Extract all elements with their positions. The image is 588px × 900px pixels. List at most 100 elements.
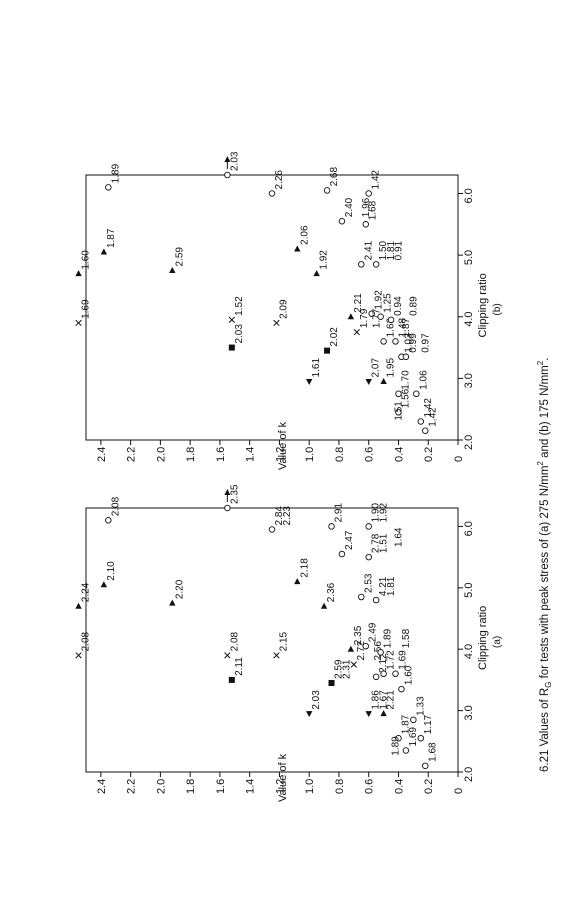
caption-end: . <box>539 358 551 361</box>
point-label: 0.99 <box>408 333 419 353</box>
point-circle <box>380 670 387 678</box>
plot-frame <box>85 174 459 441</box>
point-label: 2.15 <box>278 631 289 651</box>
point-label: 2.10 <box>106 561 117 581</box>
figure-caption: 6.21 Values of RG for tests with peak st… <box>536 358 553 772</box>
point-label: 1.72 <box>386 650 397 670</box>
point-label: 1.58 <box>401 628 412 648</box>
point-label: 1.92 <box>379 503 390 523</box>
point-cross <box>273 319 280 327</box>
point-circle <box>377 313 384 320</box>
point-label: 2.18 <box>299 558 310 578</box>
point-circle <box>323 187 331 194</box>
point-label: 1.33 <box>415 696 426 716</box>
point-label: 1.42 <box>371 170 382 190</box>
point-circle <box>392 670 399 678</box>
point-label: 1.60 <box>81 250 92 270</box>
point-label: 2.03 <box>311 690 322 710</box>
point-circle <box>358 261 365 268</box>
point-label: 1.89 <box>391 736 402 756</box>
point-circle <box>365 553 372 561</box>
ratio-axis-label: Clipping ratio <box>477 606 489 670</box>
point-label: 1.86 <box>371 690 382 710</box>
point-cross <box>273 652 280 659</box>
point-square <box>228 676 235 683</box>
cross-stroke <box>273 319 280 327</box>
point-label: 1.81 <box>386 576 397 596</box>
point-label: 2.68 <box>329 167 340 187</box>
point-label: 1.64 <box>394 527 405 547</box>
point-label: 1.96 <box>361 197 372 217</box>
point-label: 2.40 <box>344 197 355 217</box>
point-label: 2.08 <box>229 631 240 651</box>
point-label: 2.11 <box>234 657 245 676</box>
k-tick-label: 1.8 <box>185 447 197 462</box>
k-tick-label: 0.4 <box>393 447 405 462</box>
point-label: 2.31 <box>342 659 353 679</box>
point-triangle-up <box>294 245 301 252</box>
point-circle <box>338 217 346 225</box>
caption-prefix: 6.21 Values of R <box>539 688 551 772</box>
point-circle <box>368 310 375 317</box>
point-label: 1.68 <box>427 742 438 762</box>
k-tick-label: 1.6 <box>215 447 227 462</box>
point-circle <box>402 747 410 754</box>
point-label: 2.47 <box>344 530 355 550</box>
point-label: 1.68 <box>368 200 379 220</box>
point-cross <box>228 316 235 323</box>
point-triangle-up <box>347 645 355 652</box>
point-circle <box>224 504 231 512</box>
point-label: 1.92 <box>374 290 385 310</box>
k-tick-label: 2.4 <box>96 779 108 794</box>
point-label: 2.35 <box>229 484 240 504</box>
point-label: 2.49 <box>368 622 379 642</box>
point-label: 1.03 <box>403 333 414 353</box>
point-circle <box>372 261 380 268</box>
cross-stroke <box>350 661 357 668</box>
k-tick-label: 0.4 <box>393 779 405 794</box>
k-tick-label: 0 <box>453 788 465 794</box>
point-triangle-down <box>365 378 372 385</box>
point-label: 1.81 <box>386 240 397 260</box>
point-label: 0.91 <box>394 240 405 260</box>
point-label: 1.67 <box>379 690 390 710</box>
point-circle <box>402 353 410 361</box>
point-circle <box>105 184 112 191</box>
point-label: 1.60 <box>403 665 414 685</box>
k-tick-label: 2.0 <box>155 779 167 794</box>
ratio-tick-label: 2.0 <box>463 435 475 450</box>
point-circle <box>362 221 369 228</box>
k-tick-label: 0.2 <box>423 447 435 462</box>
point-label: 2.78 <box>371 533 382 553</box>
ratio-tick-label: 6.0 <box>463 521 475 536</box>
point-label: 2.20 <box>174 579 185 599</box>
cross-stroke <box>273 652 280 659</box>
point-circle <box>387 316 395 324</box>
ratio-tick-label: 4.0 <box>463 644 475 659</box>
point-label: 0.94 <box>393 296 404 316</box>
point-label: 1.42 <box>427 407 438 427</box>
point-circle <box>395 409 402 416</box>
point-square <box>228 344 235 351</box>
point-label: 4.21 <box>378 576 389 596</box>
ratio-tick-label: 3.0 <box>463 705 475 720</box>
point-circle <box>380 338 387 345</box>
point-label: 2.07 <box>371 358 382 378</box>
point-triangle-up <box>169 599 176 606</box>
k-tick-label: 2.2 <box>126 779 138 794</box>
point-label: 1.06 <box>418 370 429 390</box>
point-label: 2.72 <box>356 641 367 661</box>
point-circle <box>328 523 335 530</box>
point-circle <box>392 338 399 345</box>
point-cross <box>350 661 357 668</box>
k-tick-label: 0.2 <box>423 779 435 794</box>
point-label: 2.12 <box>378 653 389 673</box>
k-tick-label: 2.4 <box>96 447 108 462</box>
point-circle <box>372 673 380 681</box>
point-label: 1.87 <box>401 317 412 337</box>
point-label: 2.53 <box>363 573 374 593</box>
point-label: 1.90 <box>371 503 382 523</box>
point-label: 1.70 <box>400 370 411 390</box>
k-axis-label: Value of k <box>277 753 289 802</box>
plot-frame <box>85 507 459 773</box>
